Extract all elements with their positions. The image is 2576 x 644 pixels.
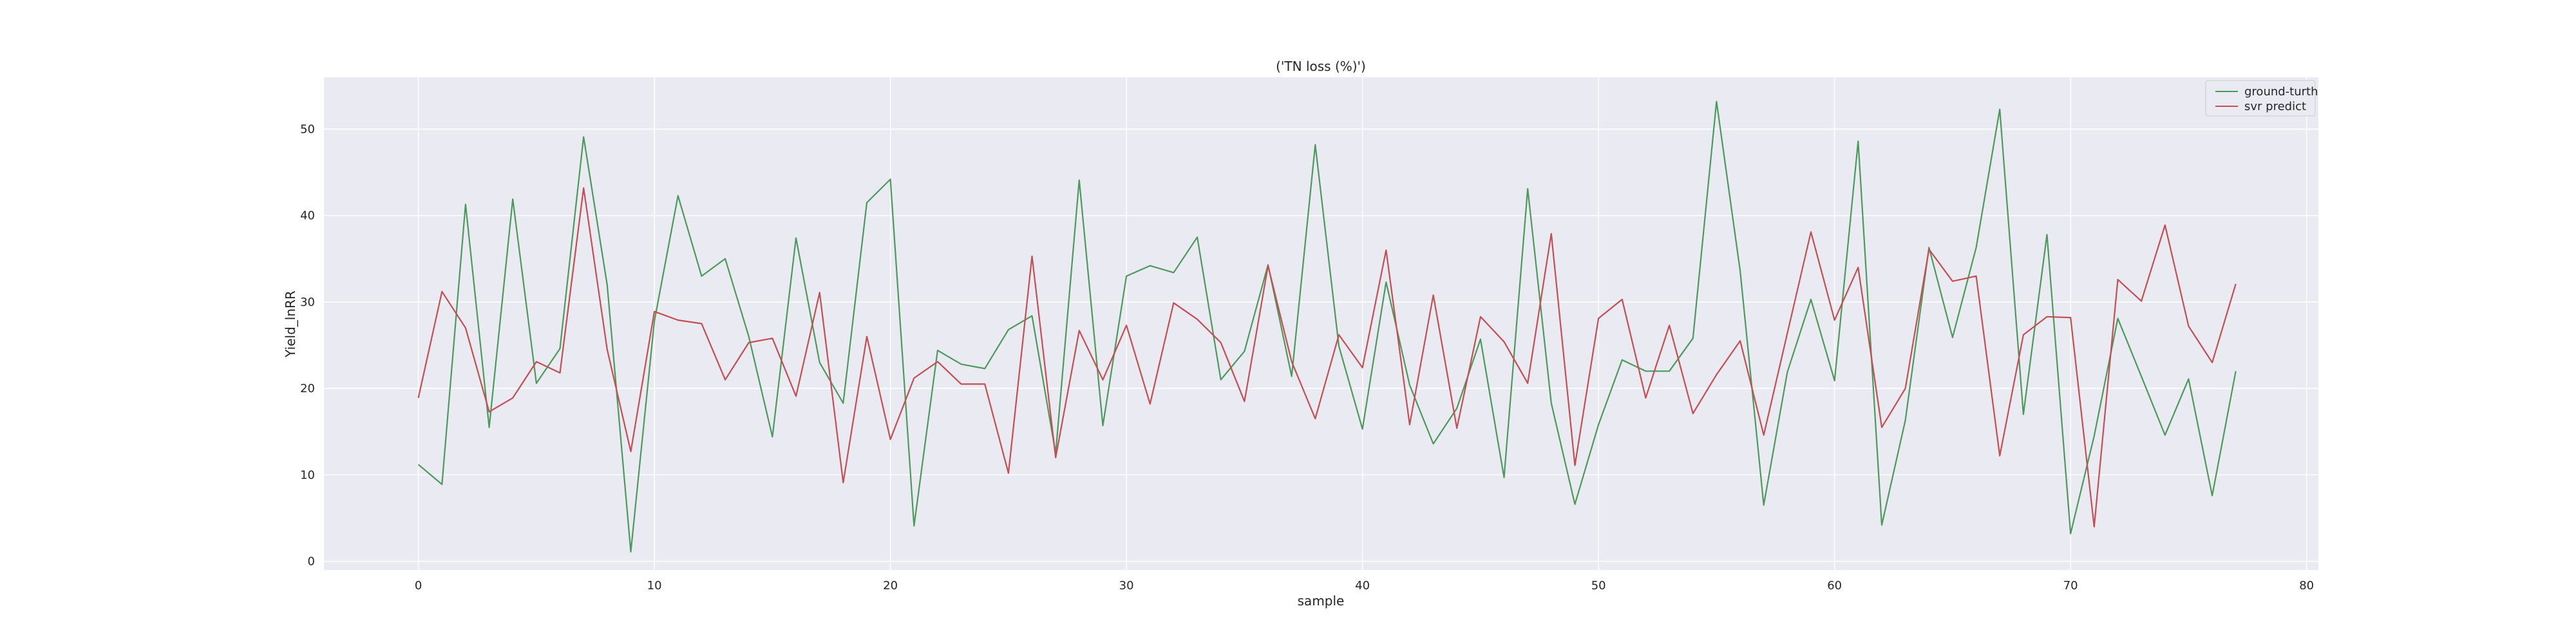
x-tick-label: 80 (2299, 579, 2314, 592)
legend: ground-turth svr predict (2205, 80, 2318, 117)
plot-background (324, 77, 2318, 570)
series-line-ground-turth (417, 100, 2237, 553)
series-lines (417, 100, 2237, 553)
x-tick-label: 30 (1119, 579, 1134, 592)
x-tick-label: 60 (1827, 579, 1842, 592)
y-tick-label: 20 (300, 382, 315, 395)
y-tick-label: 50 (300, 123, 315, 137)
x-tick-label: 70 (2063, 579, 2078, 592)
x-tick-label: 10 (647, 579, 662, 592)
series-line-svr-predict (417, 187, 2237, 528)
x-axis-title: sample (1298, 593, 1345, 609)
x-tick-label: 40 (1355, 579, 1370, 592)
tick-labels: 0 10 20 30 40 50 60 70 80 0 10 20 30 40 50 (300, 123, 2314, 592)
chart-title: ('TN loss (%)') (1276, 59, 1366, 74)
y-tick-label: 40 (300, 209, 315, 223)
x-tick-label: 20 (883, 579, 898, 592)
y-tick-label: 30 (300, 296, 315, 309)
legend-label-ground-turth: ground-turth (2244, 85, 2318, 99)
y-tick-label: 10 (300, 468, 315, 482)
y-axis-title: Yield_lnRR (283, 290, 298, 358)
legend-box (2205, 80, 2316, 117)
x-tick-label: 0 (415, 579, 422, 592)
x-tick-label: 50 (1591, 579, 1606, 592)
grid-lines (324, 77, 2318, 570)
y-tick-label: 0 (308, 555, 315, 569)
legend-label-svr-predict: svr predict (2244, 100, 2306, 113)
